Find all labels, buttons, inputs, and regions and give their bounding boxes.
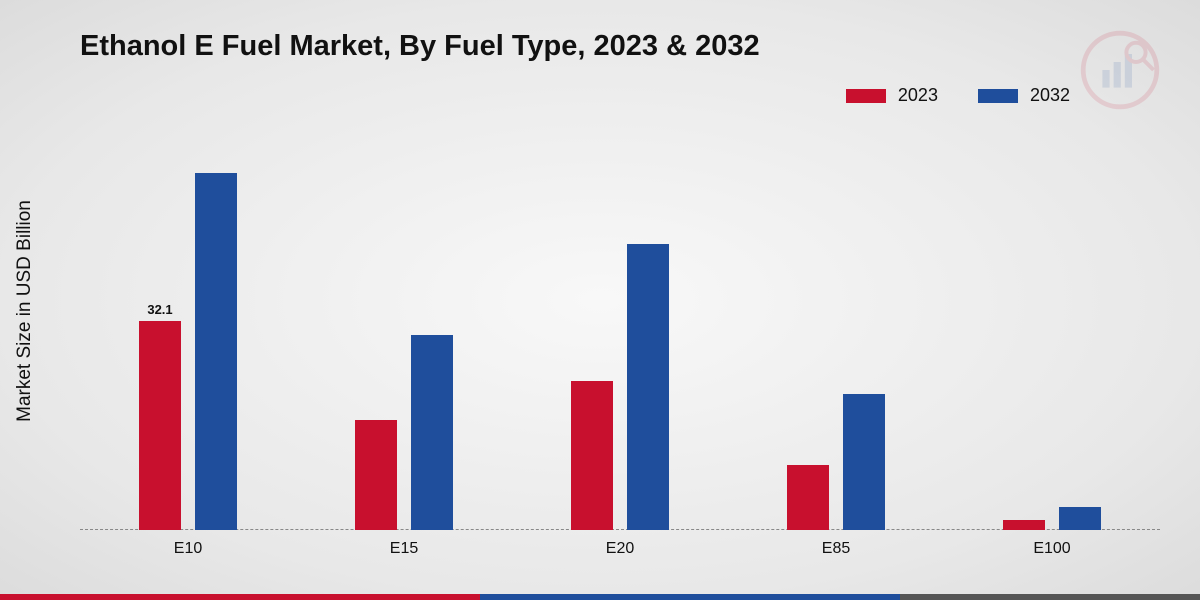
watermark-logo: [1080, 30, 1160, 110]
accent-strip-segment: [900, 594, 1200, 600]
bottom-accent-strip: [0, 594, 1200, 600]
plot-area: E10 E15 E20 E85 E100 32.1: [80, 140, 1160, 530]
y-axis-label: Market Size in USD Billion: [14, 161, 36, 461]
bar: [355, 420, 397, 531]
x-axis-tick-label: E10: [174, 540, 202, 558]
legend-item-2032: 2032: [978, 85, 1070, 106]
bar-group: E85: [787, 394, 885, 531]
accent-strip-segment: [0, 594, 480, 600]
bar: [139, 321, 181, 530]
x-axis-tick-label: E85: [822, 540, 850, 558]
legend: 2023 2032: [846, 85, 1070, 106]
x-axis-tick-label: E20: [606, 540, 634, 558]
legend-swatch-2023: [846, 89, 886, 103]
legend-item-2023: 2023: [846, 85, 938, 106]
bar-group: E15: [355, 335, 453, 530]
bar: [571, 381, 613, 531]
legend-label-2032: 2032: [1030, 85, 1070, 106]
bar: [787, 465, 829, 530]
bar-group: E20: [571, 244, 669, 530]
bar: [1059, 507, 1101, 530]
chart-title: Ethanol E Fuel Market, By Fuel Type, 202…: [80, 30, 760, 63]
bar-value-label: 32.1: [147, 302, 172, 317]
bar: [843, 394, 885, 531]
bar-group: E100: [1003, 507, 1101, 530]
bar: [1003, 520, 1045, 530]
x-axis-tick-label: E15: [390, 540, 418, 558]
bar: [627, 244, 669, 530]
x-axis-tick-label: E100: [1033, 540, 1070, 558]
bar: [411, 335, 453, 530]
legend-label-2023: 2023: [898, 85, 938, 106]
chart-canvas: Ethanol E Fuel Market, By Fuel Type, 202…: [0, 0, 1200, 600]
legend-swatch-2032: [978, 89, 1018, 103]
bar: [195, 173, 237, 531]
bar-group: E10: [139, 173, 237, 531]
accent-strip-segment: [480, 594, 900, 600]
